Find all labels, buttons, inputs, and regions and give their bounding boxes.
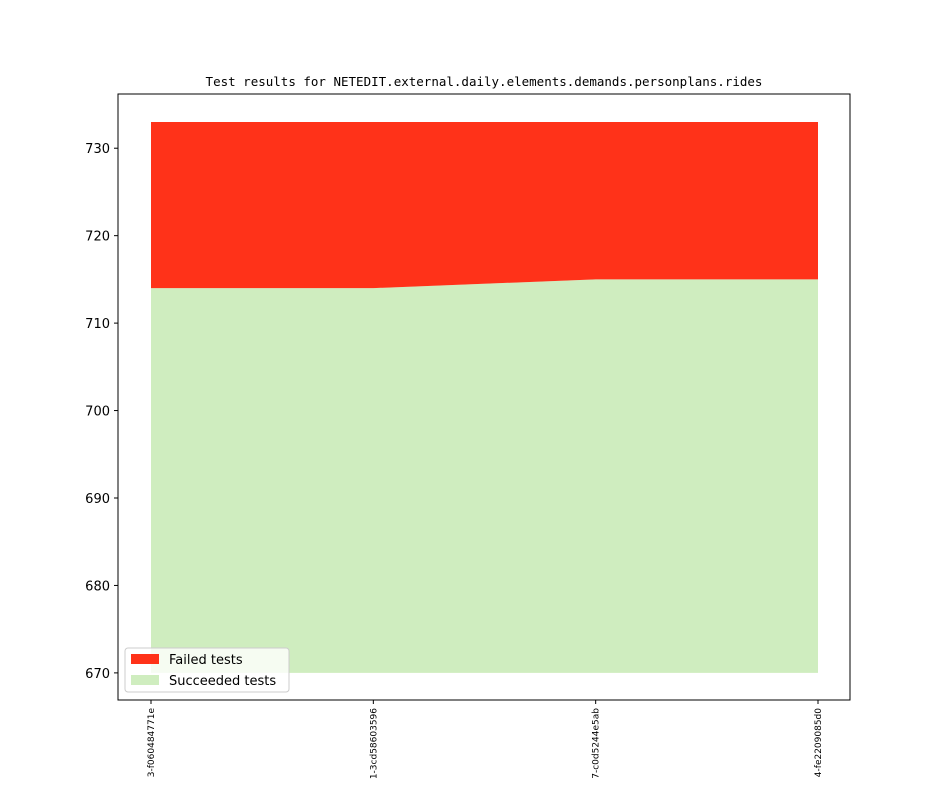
plot-frame bbox=[117, 93, 851, 701]
legend-swatch bbox=[131, 654, 159, 664]
chart-title: Test results for NETEDIT.external.daily.… bbox=[206, 74, 763, 89]
x-tick-label: 4-fe2209085d0 bbox=[814, 708, 824, 777]
area bbox=[151, 279, 818, 673]
y-tick-label: 720 bbox=[85, 230, 110, 245]
y-tick-label: 680 bbox=[85, 579, 110, 594]
y-tick-label: 730 bbox=[85, 142, 110, 157]
legend-label: Failed tests bbox=[169, 653, 243, 668]
y-tick-label: 710 bbox=[85, 317, 110, 332]
x-tick-label: 3-f060484771e bbox=[147, 708, 157, 778]
legend: Failed tests Succeeded tests bbox=[124, 647, 290, 693]
x-tick-label: 7-c0d5244e5ab bbox=[592, 708, 602, 779]
y-tick-label: 700 bbox=[85, 405, 110, 420]
x-tick-label: 1-3cd58603596 bbox=[369, 708, 379, 779]
legend-frame bbox=[124, 647, 290, 693]
area bbox=[151, 121, 818, 289]
legend-swatch bbox=[131, 675, 159, 685]
legend-label: Succeeded tests bbox=[169, 674, 276, 689]
y-tick-label: 670 bbox=[85, 667, 110, 682]
y-tick-label: 690 bbox=[85, 492, 110, 507]
